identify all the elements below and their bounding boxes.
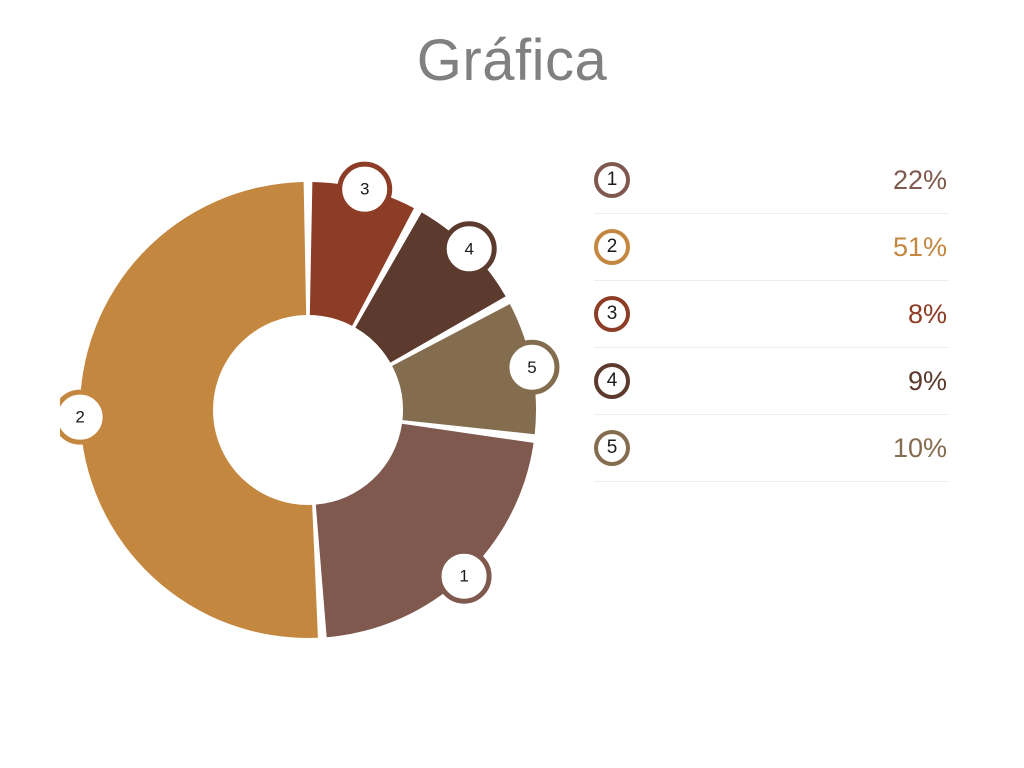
legend-value-1: 22% — [892, 164, 947, 195]
slice-badge-label-3: 3 — [360, 180, 369, 199]
legend-badge-1: 1 — [594, 162, 630, 198]
slice-badge-1[interactable] — [436, 548, 492, 604]
legend-row[interactable]: 3 8% — [594, 281, 949, 348]
legend-value-4: 9% — [907, 365, 947, 396]
pie-slice-2[interactable] — [80, 182, 318, 638]
slice-badge-label-1: 1 — [459, 567, 468, 586]
legend-row[interactable]: 1 22% — [594, 147, 949, 214]
legend-row[interactable]: 5 10% — [594, 415, 949, 482]
legend-value-3: 8% — [907, 298, 947, 329]
legend-badge-4: 4 — [594, 363, 630, 399]
slice-badge-5[interactable] — [504, 339, 560, 395]
page-title: Gráfica — [416, 28, 608, 93]
legend-value-2: 51% — [892, 231, 947, 262]
slice-badge-3[interactable] — [337, 161, 393, 217]
donut-slice-badges: 3 4 5 1 2 — [60, 161, 560, 604]
slice-badge-4[interactable] — [441, 221, 497, 277]
pie-slice-1[interactable] — [315, 423, 534, 638]
legend-row[interactable]: 2 51% — [594, 214, 949, 281]
pie-slice-5[interactable] — [392, 304, 536, 435]
slice-badge-label-2: 2 — [75, 408, 84, 427]
slice-badge-2[interactable] — [60, 389, 108, 445]
legend-badge-2: 2 — [594, 229, 630, 265]
donut-slices — [80, 182, 536, 638]
legend-row[interactable]: 4 9% — [594, 348, 949, 415]
legend-badge-5: 5 — [594, 430, 630, 466]
slice-badge-label-4: 4 — [464, 239, 473, 258]
legend-value-5: 10% — [892, 432, 947, 463]
pie-slice-3[interactable] — [309, 182, 414, 326]
legend-badge-3: 3 — [594, 296, 630, 332]
donut-chart-svg: 3 4 5 1 2 — [60, 161, 560, 638]
donut-chart: 3 4 5 1 2 — [60, 150, 560, 670]
chart-legend: 1 22% 2 51% 3 8% 4 9% 5 10% — [594, 147, 949, 482]
slice-badge-label-5: 5 — [527, 358, 536, 377]
